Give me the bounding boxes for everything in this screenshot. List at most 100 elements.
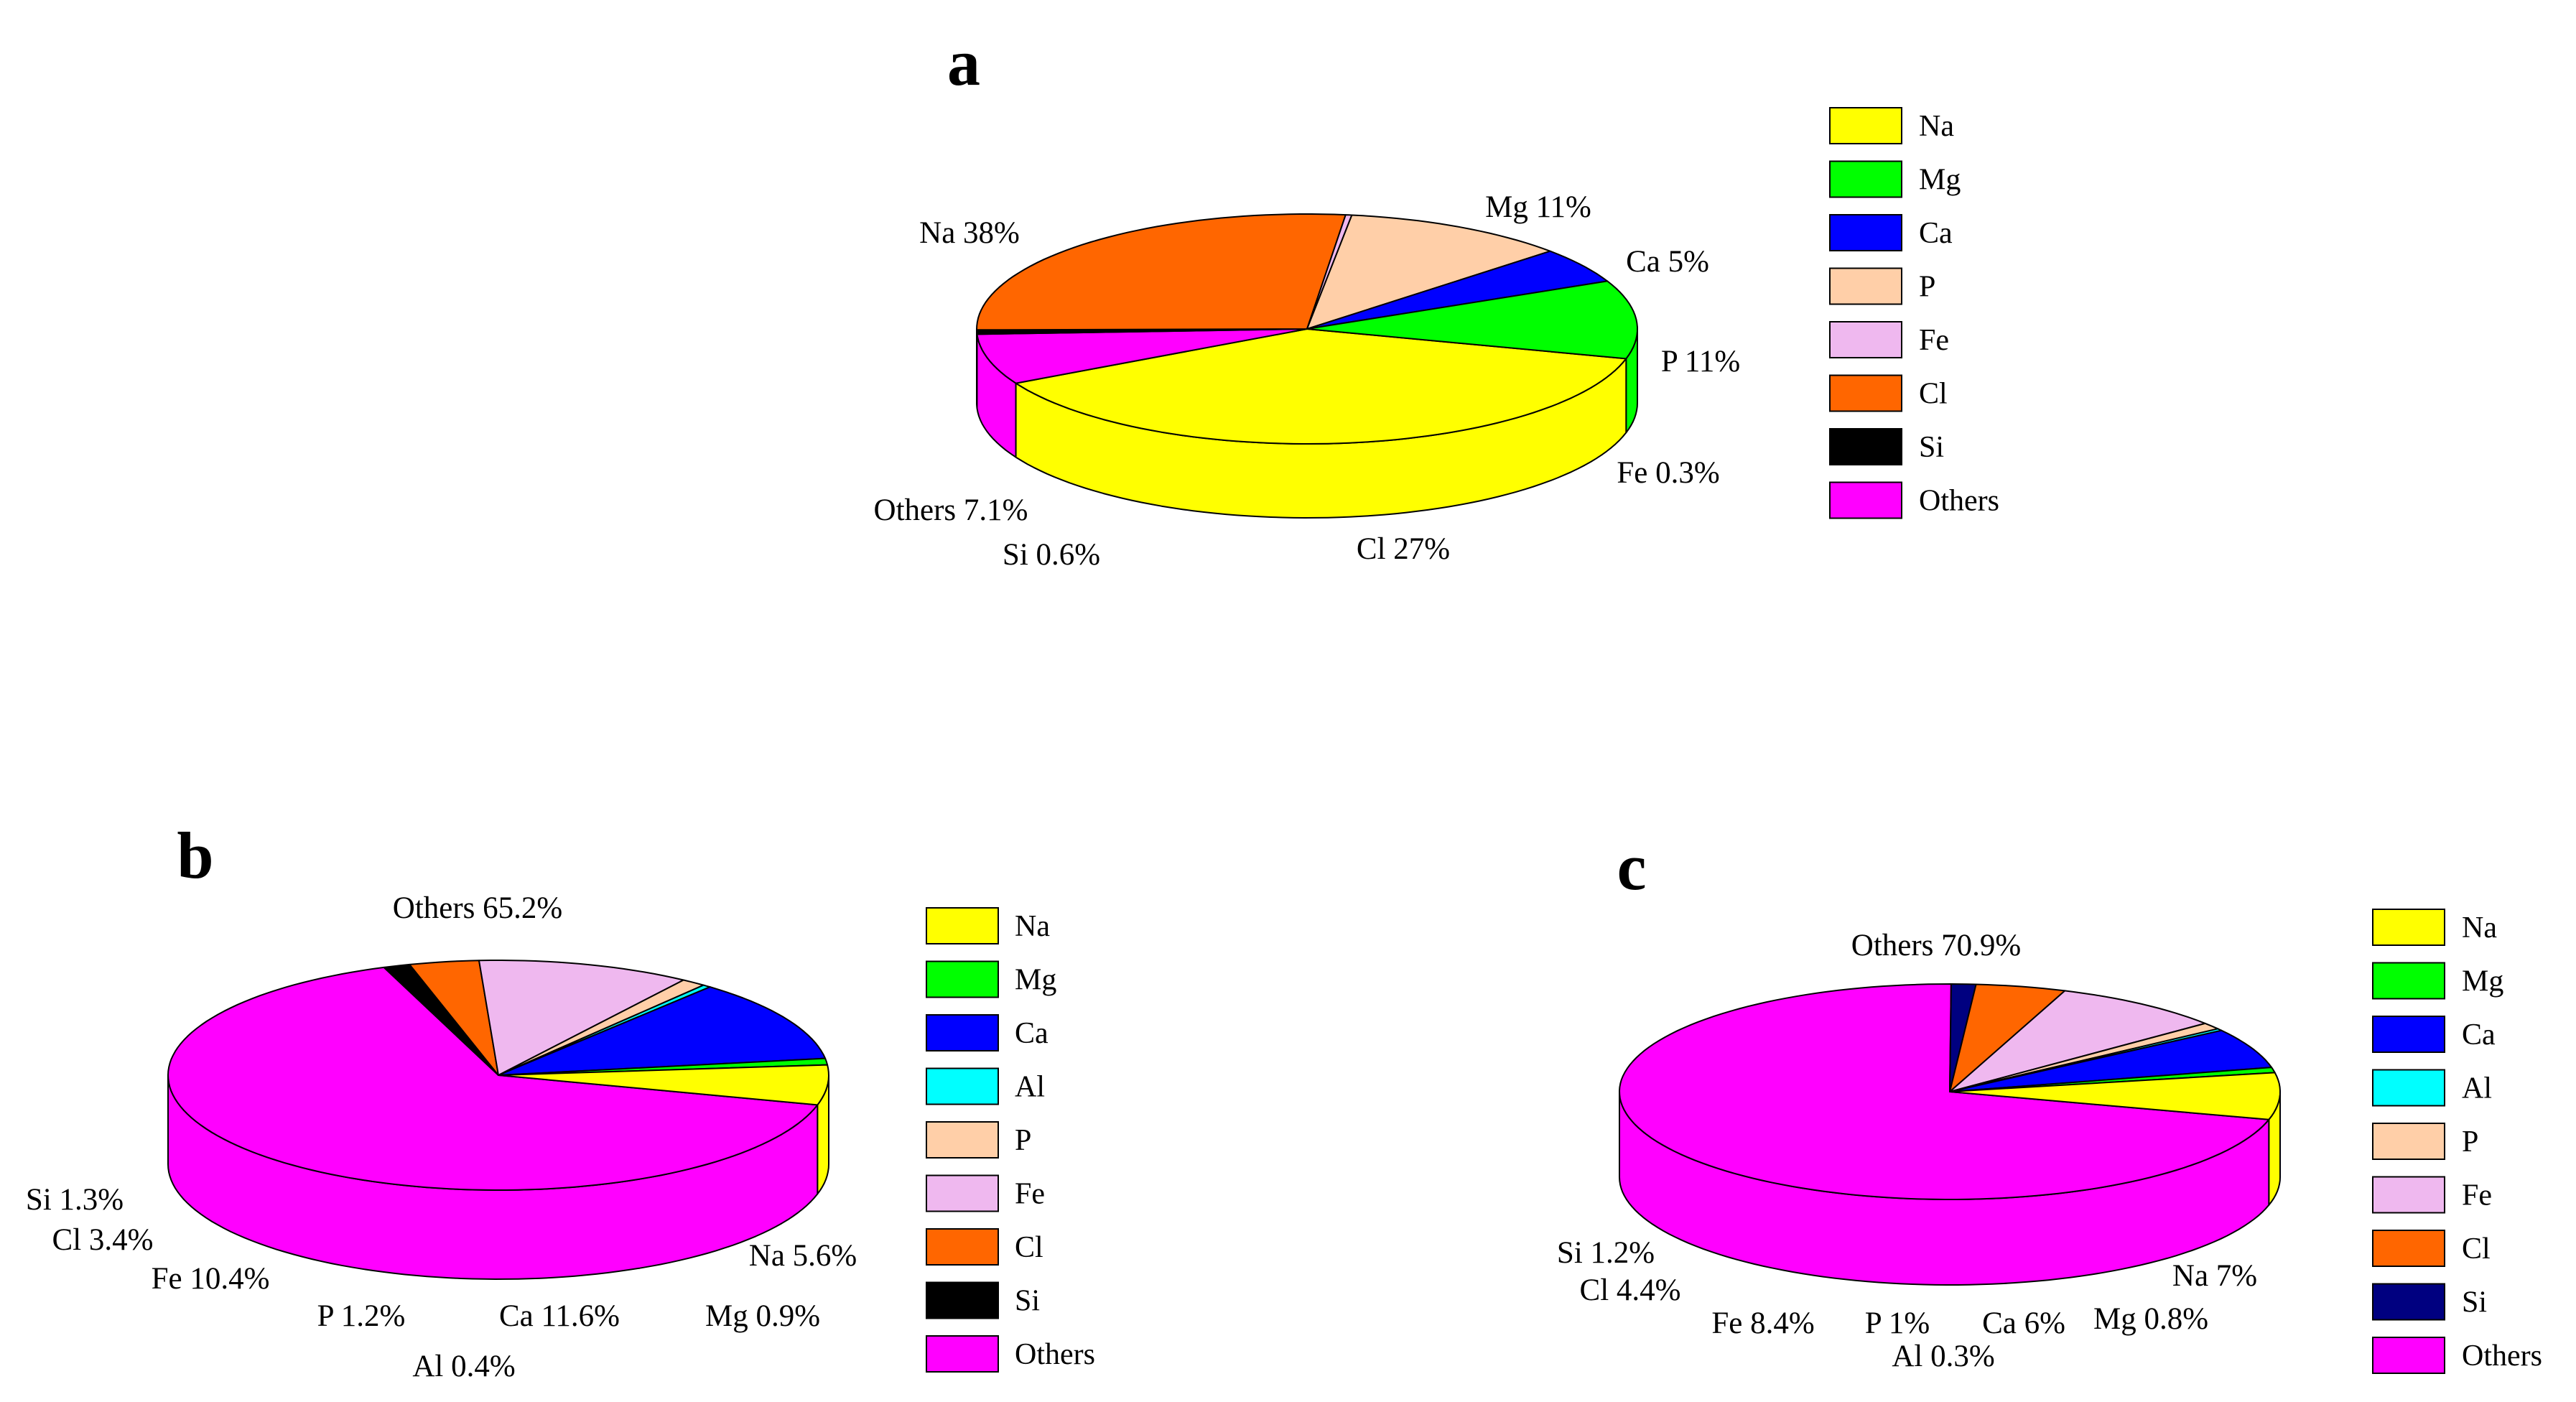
slice-label-p: P 1.2% bbox=[317, 1299, 406, 1333]
legend-swatch-mg bbox=[2372, 962, 2445, 1000]
slice-label-fe: Fe 10.4% bbox=[152, 1262, 270, 1296]
pie-a-slice-labels: Na 38% Others 7.1% Si 0.6% Cl 27% Fe 0.3… bbox=[874, 190, 1741, 572]
slice-cl bbox=[409, 960, 499, 1076]
slice-label-cl: Cl 27% bbox=[1357, 532, 1450, 566]
slice-others bbox=[1619, 983, 2270, 1200]
legend-label-mg: Mg bbox=[2462, 965, 2503, 998]
slice-label-mg: Mg 0.8% bbox=[2093, 1302, 2208, 1336]
slice-label-cl: Cl 3.4% bbox=[52, 1223, 154, 1257]
legend-label-cl: Cl bbox=[2462, 1232, 2491, 1266]
legend-label-si: Si bbox=[2462, 1286, 2487, 1319]
slice-label-mg: Mg 11% bbox=[1485, 190, 1591, 224]
legend-label-cl: Cl bbox=[1015, 1231, 1043, 1264]
legend-label-mg: Mg bbox=[1015, 964, 1056, 997]
legend-label-si: Si bbox=[1015, 1285, 1040, 1318]
slice-fe bbox=[478, 960, 684, 1076]
slice-label-si: Si 0.6% bbox=[1003, 538, 1100, 572]
legend-swatch-others bbox=[2372, 1337, 2445, 1374]
slice-label-na: Na 7% bbox=[2172, 1259, 2257, 1293]
slice-cl bbox=[976, 213, 1347, 331]
pie-b-slices bbox=[167, 960, 829, 1280]
legend-label-others: Others bbox=[1015, 1338, 1095, 1371]
pie-c-slice-labels: Others 70.9% Si 1.2% Cl 4.4% Fe 8.4% P 1… bbox=[1557, 929, 2257, 1373]
legend-c: Na Mg Ca Al P Fe Cl Si Others bbox=[2372, 909, 2542, 1374]
slice-label-na: Na 5.6% bbox=[749, 1239, 857, 1273]
legend-label-mg: Mg bbox=[1919, 164, 1961, 197]
legend-swatch-ca bbox=[1829, 214, 1902, 251]
legend-swatch-cl bbox=[1829, 374, 1902, 412]
legend-swatch-si bbox=[926, 1281, 999, 1319]
slice-na bbox=[1949, 1072, 2281, 1120]
legend-swatch-cl bbox=[2372, 1230, 2445, 1267]
legend-label-others: Others bbox=[2462, 1340, 2542, 1373]
slice-label-na: Na 38% bbox=[919, 216, 1020, 250]
legend-swatch-si bbox=[2372, 1283, 2445, 1321]
slice-label-mg: Mg 0.9% bbox=[705, 1299, 820, 1333]
panel-label-b: b bbox=[177, 819, 213, 892]
legend-swatch-cl bbox=[926, 1228, 999, 1266]
slice-ca bbox=[498, 986, 827, 1076]
slice-na bbox=[498, 1064, 829, 1106]
legend-label-p: P bbox=[1919, 271, 1935, 304]
slice-mg bbox=[1306, 280, 1638, 360]
slice-label-ca: Ca 11.6% bbox=[499, 1299, 620, 1333]
slice-others bbox=[976, 328, 1308, 384]
slice-label-fe: Fe 8.4% bbox=[1711, 1306, 1814, 1340]
legend-label-p: P bbox=[1015, 1124, 1031, 1157]
legend-swatch-na bbox=[1829, 107, 1902, 144]
legend-swatch-fe bbox=[2372, 1176, 2445, 1214]
legend-a: Na Mg Ca P Fe Cl Si Others bbox=[1829, 107, 1999, 519]
legend-label-si: Si bbox=[1919, 431, 1944, 464]
slice-label-al: Al 0.4% bbox=[412, 1350, 515, 1383]
slice-cl bbox=[1949, 983, 2066, 1092]
legend-label-al: Al bbox=[1015, 1071, 1045, 1104]
pie-b-slice-labels: Others 65.2% Si 1.3% Cl 3.4% Fe 10.4% P … bbox=[26, 891, 857, 1383]
slice-others bbox=[167, 966, 819, 1191]
slice-label-si: Si 1.2% bbox=[1557, 1236, 1655, 1270]
legend-label-others: Others bbox=[1919, 485, 1999, 518]
legend-swatch-fe bbox=[926, 1174, 999, 1212]
legend-label-cl: Cl bbox=[1919, 378, 1948, 411]
legend-label-na: Na bbox=[1015, 910, 1050, 943]
pie-chart-a: a Na 38% Others 7.1% Si 0.6% Cl 27% Fe 0… bbox=[874, 26, 1999, 572]
pie-a-slices bbox=[976, 213, 1638, 519]
panel-label-c: c bbox=[1617, 830, 1647, 904]
legend-label-p: P bbox=[2462, 1125, 2478, 1159]
slice-fe bbox=[1949, 990, 2206, 1092]
slice-p bbox=[1306, 214, 1551, 330]
slice-label-others: Others 65.2% bbox=[393, 891, 562, 925]
slice-label-ca: Ca 5% bbox=[1626, 245, 1709, 279]
legend-swatch-mg bbox=[926, 960, 999, 998]
slice-label-p: P 11% bbox=[1661, 345, 1740, 379]
legend-swatch-others bbox=[926, 1335, 999, 1373]
legend-label-na: Na bbox=[2462, 911, 2497, 944]
slice-ca bbox=[1306, 250, 1609, 330]
slice-label-si: Si 1.3% bbox=[26, 1183, 124, 1217]
legend-swatch-al bbox=[926, 1067, 999, 1105]
legend-swatch-ca bbox=[926, 1014, 999, 1052]
slice-label-p: P 1% bbox=[1865, 1306, 1930, 1340]
slice-label-others: Others 70.9% bbox=[1851, 929, 2021, 962]
slice-na bbox=[1015, 328, 1627, 445]
legend-label-al: Al bbox=[2462, 1072, 2492, 1105]
legend-label-na: Na bbox=[1919, 110, 1954, 143]
pie-chart-c: c Others 70.9% Si 1.2% Cl 4.4% Fe 8.4% P… bbox=[1557, 830, 2542, 1374]
legend-swatch-na bbox=[2372, 909, 2445, 946]
legend-swatch-others bbox=[1829, 481, 1902, 519]
slice-label-al: Al 0.3% bbox=[1892, 1340, 1994, 1373]
slice-label-fe: Fe 0.3% bbox=[1617, 456, 1719, 490]
slice-label-others: Others 7.1% bbox=[874, 493, 1028, 527]
legend-label-ca: Ca bbox=[1919, 217, 1953, 250]
legend-label-ca: Ca bbox=[2462, 1018, 2496, 1052]
pie-c-slices bbox=[1619, 983, 2281, 1286]
legend-swatch-p bbox=[926, 1121, 999, 1159]
legend-swatch-na bbox=[926, 907, 999, 944]
slice-label-ca: Ca 6% bbox=[1982, 1306, 2065, 1340]
legend-swatch-mg bbox=[1829, 160, 1902, 198]
legend-swatch-fe bbox=[1829, 321, 1902, 358]
legend-label-ca: Ca bbox=[1015, 1017, 1048, 1050]
legend-swatch-al bbox=[2372, 1069, 2445, 1107]
pie-chart-b: b Others 65.2% Si 1.3% Cl 3.4% Fe 10.4% … bbox=[26, 819, 1095, 1383]
legend-label-fe: Fe bbox=[1919, 324, 1949, 357]
